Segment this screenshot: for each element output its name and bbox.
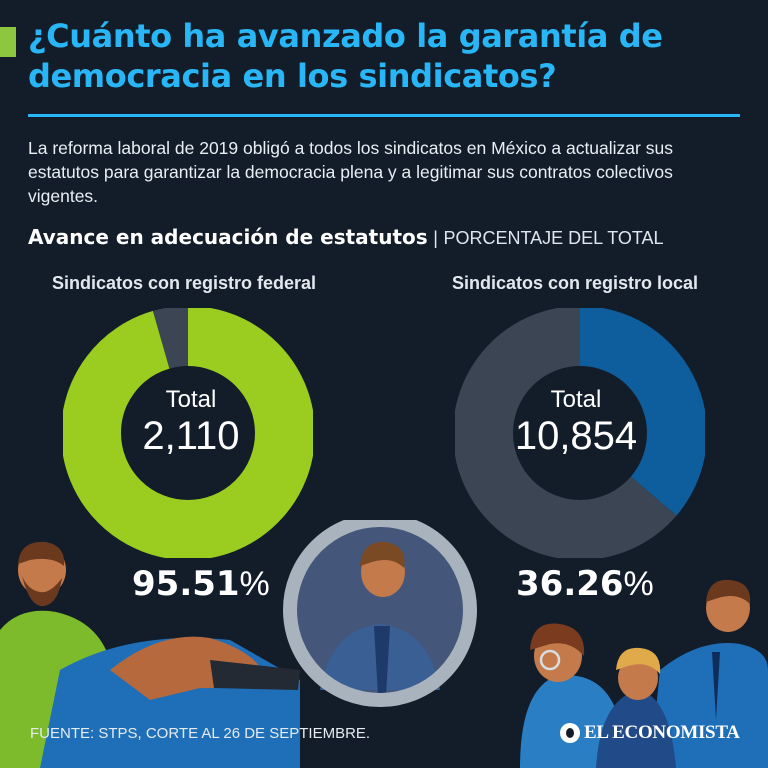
chart-section-heading: Avance en adecuación de estatutos | PORC… [28, 225, 758, 250]
local-donut-chart [455, 308, 705, 558]
federal-donut-chart [63, 308, 313, 558]
federal-total-value: 2,110 [142, 414, 240, 458]
section-subtitle: PORCENTAJE DEL TOTAL [443, 228, 664, 248]
federal-percent-symbol: % [239, 565, 270, 603]
source-note: FUENTE: STPS, CORTE AL 26 DE SEPTIEMBRE. [30, 725, 371, 742]
local-percent-symbol: % [623, 565, 654, 603]
title-divider [28, 114, 740, 117]
people-group-illustration [520, 579, 768, 768]
title-accent-bar [0, 27, 16, 57]
magnifier-icon [283, 520, 477, 707]
brand-mark-icon [560, 723, 580, 743]
federal-percent: 95.51% [132, 564, 270, 604]
local-percent: 36.26% [516, 564, 654, 604]
people-magnifier-illustration [0, 520, 768, 768]
federal-total-label: Total [165, 386, 217, 413]
section-separator: | [433, 228, 438, 248]
federal-chart-title: Sindicatos con registro federal [51, 273, 317, 293]
local-total-label: Total [550, 386, 602, 413]
local-chart-title: Sindicatos con registro local [451, 273, 699, 293]
federal-percent-value: 95.51 [132, 564, 240, 604]
section-title: Avance en adecuación de estatutos [28, 225, 428, 249]
hand-arm-illustration [40, 636, 300, 768]
donut-slice-pendientes [455, 308, 705, 558]
page-title: ¿Cuánto ha avanzado la garantía de democ… [28, 17, 663, 95]
intro-text: La reforma laboral de 2019 obligó a todo… [28, 138, 673, 206]
brand-name: EL ECONOMISTA [584, 722, 740, 743]
donut-slice-pendientes [63, 308, 313, 558]
brand-logo: EL ECONOMISTA [560, 722, 740, 744]
local-percent-value: 36.26 [516, 564, 624, 604]
local-total-value: 10,854 [514, 414, 638, 458]
